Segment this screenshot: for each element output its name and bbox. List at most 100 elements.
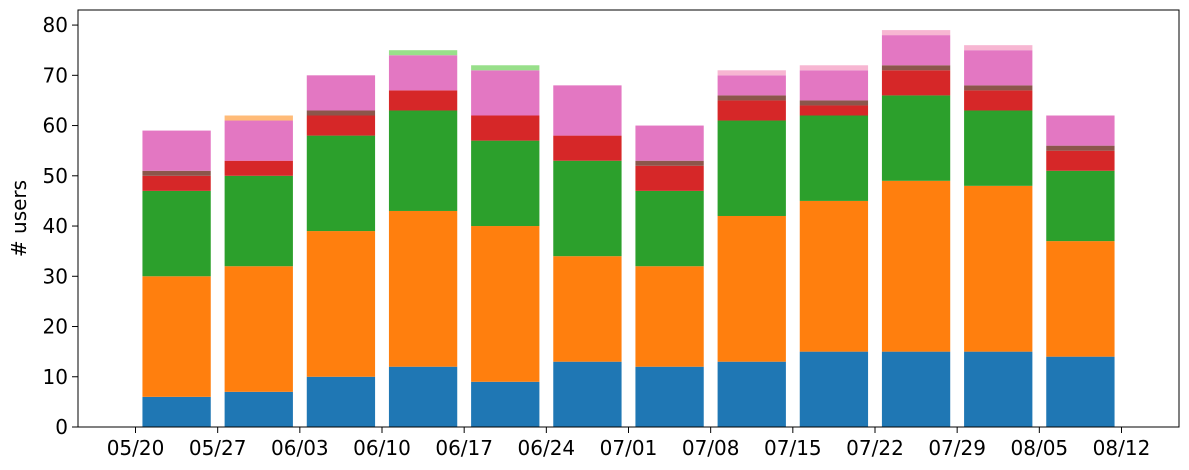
y-tick-label: 50 <box>43 164 68 188</box>
bar-segment-week-8-series-3 <box>799 105 869 116</box>
bar-segment-week-8-series-2 <box>799 115 869 201</box>
bar-segment-week-3-series-2 <box>388 110 458 211</box>
x-tick-label: 06/24 <box>518 436 576 460</box>
bar-segment-week-2-series-4 <box>306 110 376 116</box>
bar-segment-week-7-series-2 <box>717 120 786 216</box>
bar-segment-week-1-series-1 <box>224 266 293 392</box>
bar-segment-week-9-series-3 <box>881 70 951 96</box>
bar-segment-week-7-series-4 <box>717 95 786 101</box>
bar-segment-week-2-series-3 <box>306 115 376 136</box>
bar-segment-week-11-series-3 <box>1046 150 1115 171</box>
bar-segment-week-6-series-1 <box>635 266 704 367</box>
x-tick-label: 08/12 <box>1093 436 1151 460</box>
bar-segment-week-10-series-8 <box>964 45 1033 51</box>
bar-segment-week-10-series-3 <box>964 90 1033 111</box>
bar-segment-week-3-series-0 <box>388 366 458 427</box>
bar-segment-week-5-series-3 <box>553 135 622 161</box>
bar-segment-week-10-series-4 <box>964 85 1033 91</box>
bars-group <box>142 30 1115 427</box>
y-tick-label: 40 <box>43 214 68 238</box>
bar-segment-week-7-series-3 <box>717 100 786 121</box>
y-tick-label: 0 <box>55 415 68 439</box>
bar-segment-week-9-series-1 <box>881 180 951 352</box>
bar-segment-week-1-series-0 <box>224 391 293 427</box>
bar-segment-week-1-series-3 <box>224 160 293 176</box>
x-tick-label: 05/20 <box>107 436 165 460</box>
bar-segment-week-0-series-5 <box>142 130 211 171</box>
bar-segment-week-2-series-5 <box>306 75 376 111</box>
bar-segment-week-7-series-0 <box>717 361 786 427</box>
bar-segment-week-6-series-0 <box>635 366 704 427</box>
bar-segment-week-4-series-2 <box>471 140 540 227</box>
bar-segment-week-2-series-0 <box>306 376 376 427</box>
bar-segment-week-2-series-2 <box>306 135 376 232</box>
bar-segment-week-8-series-5 <box>799 70 869 101</box>
y-axis: 0 10 20 30 40 50 60 70 80 <box>43 13 78 439</box>
x-tick-label: 07/01 <box>600 436 658 460</box>
bar-segment-week-4-series-0 <box>471 381 540 427</box>
bar-segment-week-0-series-4 <box>142 170 211 176</box>
bar-segment-week-0-series-1 <box>142 276 211 397</box>
bar-segment-week-6-series-3 <box>635 165 704 191</box>
bar-segment-week-8-series-1 <box>799 200 869 352</box>
bar-segment-week-10-series-5 <box>964 50 1033 86</box>
y-tick-label: 20 <box>43 315 68 339</box>
bar-segment-week-7-series-8 <box>717 70 786 76</box>
x-tick-label: 06/17 <box>435 436 493 460</box>
bar-segment-week-0-series-3 <box>142 175 211 191</box>
bar-segment-week-5-series-5 <box>553 85 622 136</box>
bar-segment-week-3-series-7 <box>388 50 458 56</box>
y-tick-label: 60 <box>43 114 68 138</box>
bar-segment-week-10-series-1 <box>964 185 1033 352</box>
bar-segment-week-8-series-0 <box>799 351 869 427</box>
bar-segment-week-10-series-0 <box>964 351 1033 427</box>
bar-segment-week-11-series-0 <box>1046 356 1115 427</box>
x-tick-label: 05/27 <box>189 436 247 460</box>
bar-segment-week-11-series-1 <box>1046 241 1115 357</box>
bar-segment-week-0-series-2 <box>142 190 211 277</box>
bar-segment-week-4-series-7 <box>471 65 540 71</box>
bar-segment-week-5-series-0 <box>553 361 622 427</box>
bar-segment-week-9-series-0 <box>881 351 951 427</box>
bar-segment-week-6-series-4 <box>635 160 704 166</box>
bar-segment-week-3-series-3 <box>388 90 458 111</box>
x-tick-label: 07/22 <box>846 436 904 460</box>
bar-segment-week-9-series-4 <box>881 65 951 71</box>
bar-segment-week-8-series-4 <box>799 100 869 106</box>
y-axis-label: # users <box>7 180 31 257</box>
bar-segment-week-4-series-5 <box>471 70 540 116</box>
bar-segment-week-9-series-2 <box>881 95 951 181</box>
bar-segment-week-8-series-8 <box>799 65 869 71</box>
x-tick-label: 07/08 <box>682 436 740 460</box>
x-tick-label: 06/10 <box>353 436 411 460</box>
y-tick-label: 10 <box>43 365 68 389</box>
bar-segment-week-11-series-4 <box>1046 145 1115 151</box>
bar-segment-week-1-series-5 <box>224 120 293 161</box>
bar-segment-week-7-series-5 <box>717 75 786 96</box>
bar-segment-week-7-series-1 <box>717 215 786 362</box>
bar-segment-week-11-series-2 <box>1046 170 1115 242</box>
x-tick-label: 07/29 <box>928 436 986 460</box>
x-tick-label: 06/03 <box>271 436 329 460</box>
bar-segment-week-1-series-2 <box>224 175 293 267</box>
bar-segment-week-4-series-1 <box>471 226 540 382</box>
y-tick-label: 70 <box>43 63 68 87</box>
bar-segment-week-3-series-1 <box>388 210 458 367</box>
bar-segment-week-3-series-5 <box>388 55 458 91</box>
bar-segment-week-5-series-1 <box>553 256 622 362</box>
bar-segment-week-5-series-2 <box>553 160 622 257</box>
x-tick-label: 07/15 <box>764 436 822 460</box>
bar-segment-week-2-series-1 <box>306 231 376 377</box>
bar-segment-week-10-series-2 <box>964 110 1033 186</box>
bar-segment-week-9-series-5 <box>881 35 951 66</box>
bar-segment-week-1-series-6 <box>224 115 293 121</box>
bar-segment-week-0-series-0 <box>142 396 211 427</box>
y-tick-label: 80 <box>43 13 68 37</box>
bar-segment-week-9-series-8 <box>881 30 951 36</box>
bar-segment-week-4-series-3 <box>471 115 540 141</box>
x-tick-label: 08/05 <box>1011 436 1069 460</box>
bar-segment-week-6-series-5 <box>635 125 704 161</box>
x-axis: 05/20 05/27 06/03 06/10 06/17 06/24 07/01 07/08… <box>107 427 1151 460</box>
y-tick-label: 30 <box>43 264 68 288</box>
